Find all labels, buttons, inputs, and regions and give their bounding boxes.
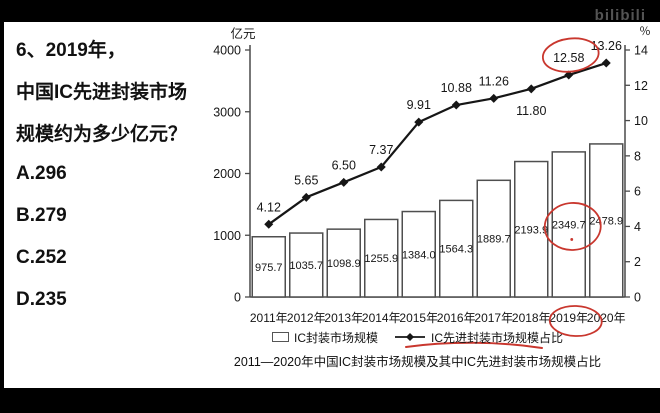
bar-value-label: 2478.9 — [589, 215, 623, 227]
bar — [439, 199, 474, 298]
letterbox-bottom-bar — [0, 388, 660, 413]
right-axis-tick-label: 10 — [634, 114, 648, 128]
x-axis-category-label: 2016年 — [437, 311, 476, 325]
bar — [289, 232, 324, 298]
line-marker — [414, 117, 424, 127]
left-axis-tick-label: 3000 — [213, 105, 241, 119]
line-marker — [376, 162, 386, 172]
x-axis-category-label: 2020年 — [587, 311, 626, 325]
right-axis-tick-label: 12 — [634, 79, 648, 93]
legend-label: IC先进封装市场规模占比 — [431, 330, 564, 345]
question-text-line: 规模约为多少亿元？ — [16, 123, 188, 145]
bilibili-watermark: bilibili — [594, 7, 646, 24]
bar — [251, 236, 286, 298]
red-circle-bar-label — [543, 202, 602, 251]
red-circle-category-label — [548, 305, 603, 337]
line-marker — [526, 84, 536, 94]
line-marker — [489, 93, 499, 103]
line-point-label: 9.91 — [407, 98, 431, 112]
question-block: 6、2019年， 中国IC先进封装市场 规模约为多少亿元？ A.296 B.27… — [16, 27, 216, 321]
legend-item-bar-series: IC封装市场规模 — [271, 329, 378, 346]
chart-title: 2011—2020年中国IC封装市场规模及其中IC先进封装市场规模占比 — [233, 355, 602, 369]
x-axis-category-label: 2011年 — [250, 311, 288, 325]
bar — [551, 151, 586, 298]
bar — [476, 179, 511, 298]
right-axis-tick-label: 2 — [634, 255, 641, 269]
legend-item-line-series: IC先进封装市场规模占比 — [394, 329, 563, 346]
red-underline-legend — [405, 341, 543, 349]
red-circle-percent-label — [541, 37, 600, 73]
letterbox-top-bar — [0, 0, 660, 22]
x-axis-category-label: 2019年 — [549, 311, 588, 325]
line-marker — [564, 70, 574, 80]
line-point-label: 6.50 — [332, 158, 356, 172]
question-text-line: 中国IC先进封装市场 — [16, 81, 188, 103]
line-series-marker-icon — [395, 333, 425, 341]
line-point-label: 10.88 — [441, 81, 472, 95]
left-axis-tick-label: 0 — [234, 291, 241, 305]
left-axis-tick-label: 2000 — [213, 167, 241, 181]
right-axis-tick-label: 8 — [634, 149, 641, 163]
bar-value-label: 1564.3 — [439, 244, 473, 256]
bar-series-swatch-icon — [271, 332, 289, 342]
answer-option-c: C.252 — [16, 247, 67, 268]
line-point-label: 4.12 — [257, 200, 281, 214]
bar-value-label: 1889.7 — [477, 234, 511, 246]
x-axis-category-label: 2014年 — [362, 311, 401, 325]
line-marker — [601, 58, 611, 68]
x-axis-category-label: 2012年 — [287, 311, 326, 325]
answer-option-b: B.279 — [16, 205, 67, 226]
left-axis-tick-label: 1000 — [213, 229, 241, 243]
line-point-label: 11.80 — [516, 104, 546, 118]
bar — [514, 160, 549, 298]
right-axis-tick-label: 0 — [634, 291, 641, 305]
left-axis-unit-label: 亿元 — [230, 26, 255, 41]
line-marker — [451, 100, 461, 110]
line-point-label: 7.37 — [369, 143, 393, 157]
right-axis-unit-label: ％ — [639, 26, 651, 38]
bar — [326, 228, 361, 298]
line-point-label: 5.65 — [294, 173, 318, 187]
red-dot-mark — [570, 238, 574, 241]
question-number-line: 6、2019年， — [16, 39, 126, 61]
bar-value-label: 1384.0 — [402, 249, 436, 261]
right-axis-tick-label: 6 — [634, 185, 641, 199]
bar-value-label: 2349.7 — [552, 219, 586, 231]
line-marker — [339, 177, 349, 187]
line-point-label: 12.58 — [553, 51, 584, 65]
answer-option-a: A.296 — [16, 163, 67, 184]
left-axis-tick-label: 4000 — [213, 44, 241, 58]
chart-legend: IC封装市场规模 IC先进封装市场规模占比 — [205, 329, 630, 345]
x-axis-category-label: 2018年 — [512, 311, 551, 325]
line-marker — [264, 219, 274, 229]
line-point-label: 11.26 — [479, 74, 509, 88]
answer-option-d: D.235 — [16, 289, 67, 310]
bar-value-label: 2193.9 — [514, 224, 548, 236]
letterbox-left-bar — [0, 0, 4, 413]
line-marker — [301, 192, 311, 202]
x-axis-category-label: 2015年 — [399, 311, 438, 325]
line-series-path — [268, 62, 607, 226]
bar-value-label: 1035.7 — [289, 260, 323, 272]
right-axis-tick-label: 4 — [634, 220, 641, 234]
right-axis-tick-label: 14 — [634, 44, 648, 58]
bar-value-label: 1098.9 — [327, 258, 361, 270]
bar-value-label: 975.7 — [255, 262, 283, 274]
legend-label: IC封装市场规模 — [293, 330, 378, 345]
bar — [364, 218, 399, 298]
x-axis-category-label: 2013年 — [324, 311, 363, 325]
bar — [589, 143, 624, 298]
x-axis-category-label: 2017年 — [474, 311, 513, 325]
bar — [401, 210, 436, 298]
bar-value-label: 1255.9 — [364, 253, 398, 265]
